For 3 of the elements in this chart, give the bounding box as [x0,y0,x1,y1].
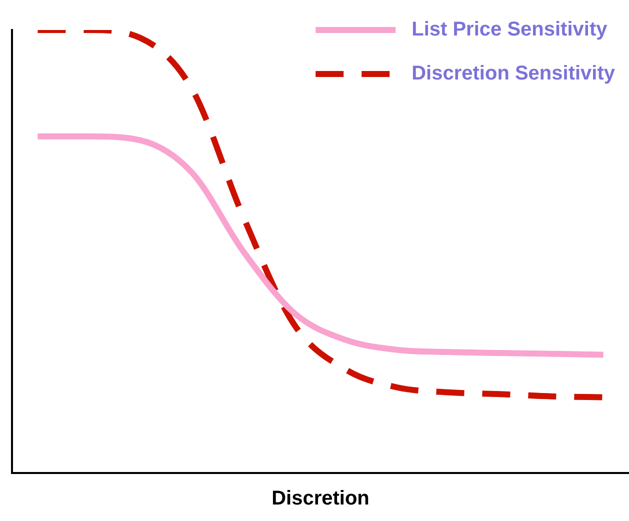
legend-label: Discretion Sensitivity [412,62,616,85]
x-axis-title: Discretion [272,488,370,510]
legend-label: List Price Sensitivity [412,18,608,41]
